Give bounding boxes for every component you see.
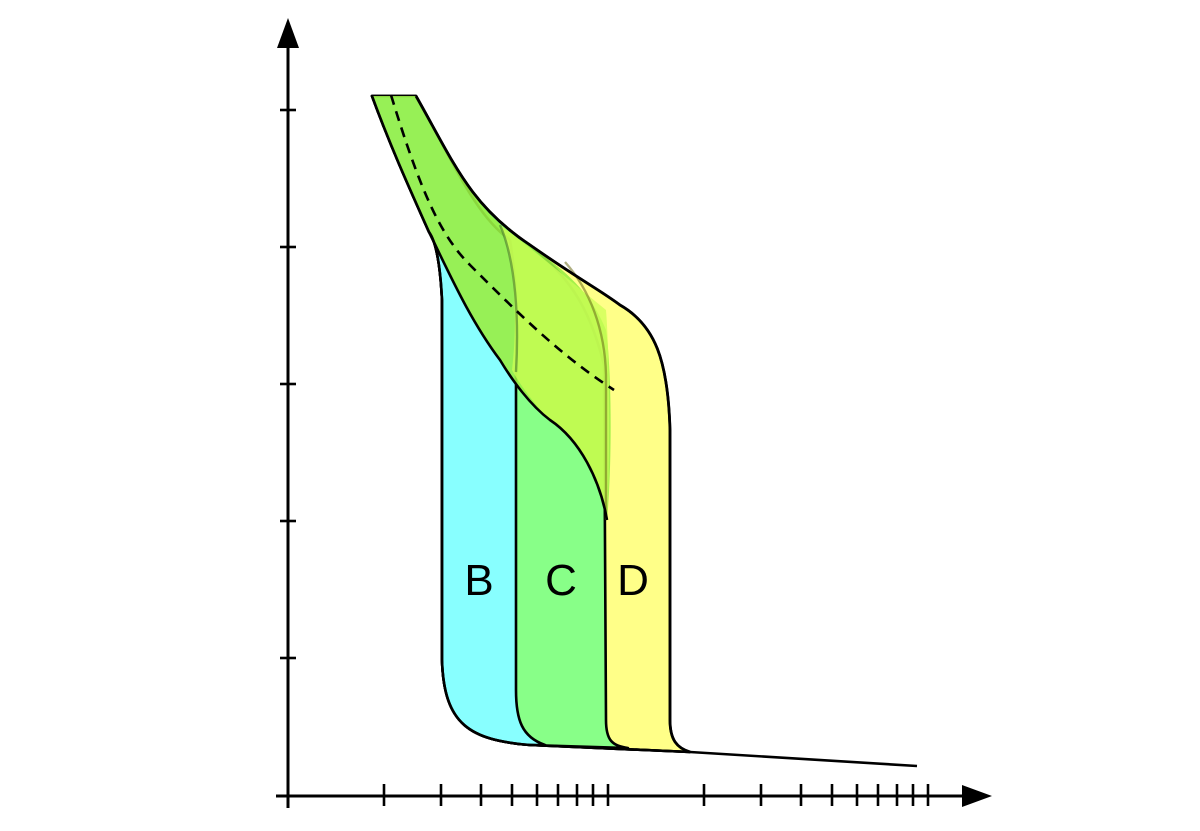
dashed-curve	[389, 94, 615, 392]
x-axis-ticks	[286, 784, 930, 806]
y-axis-ticks	[280, 108, 296, 660]
tail-line	[529, 743, 918, 768]
zone-c-label: C	[545, 556, 577, 605]
overlap-lower-edge	[427, 231, 609, 521]
zone-b-upper-edge	[498, 224, 519, 373]
zone-b-label: B	[464, 556, 493, 605]
outer-right-edge	[414, 95, 691, 754]
outer-left-edge	[370, 95, 691, 754]
x-axis-arrow	[962, 785, 992, 807]
y-axis-arrow	[277, 18, 299, 48]
overlap-band-light	[500, 225, 610, 520]
zone-d-label: D	[617, 556, 649, 605]
